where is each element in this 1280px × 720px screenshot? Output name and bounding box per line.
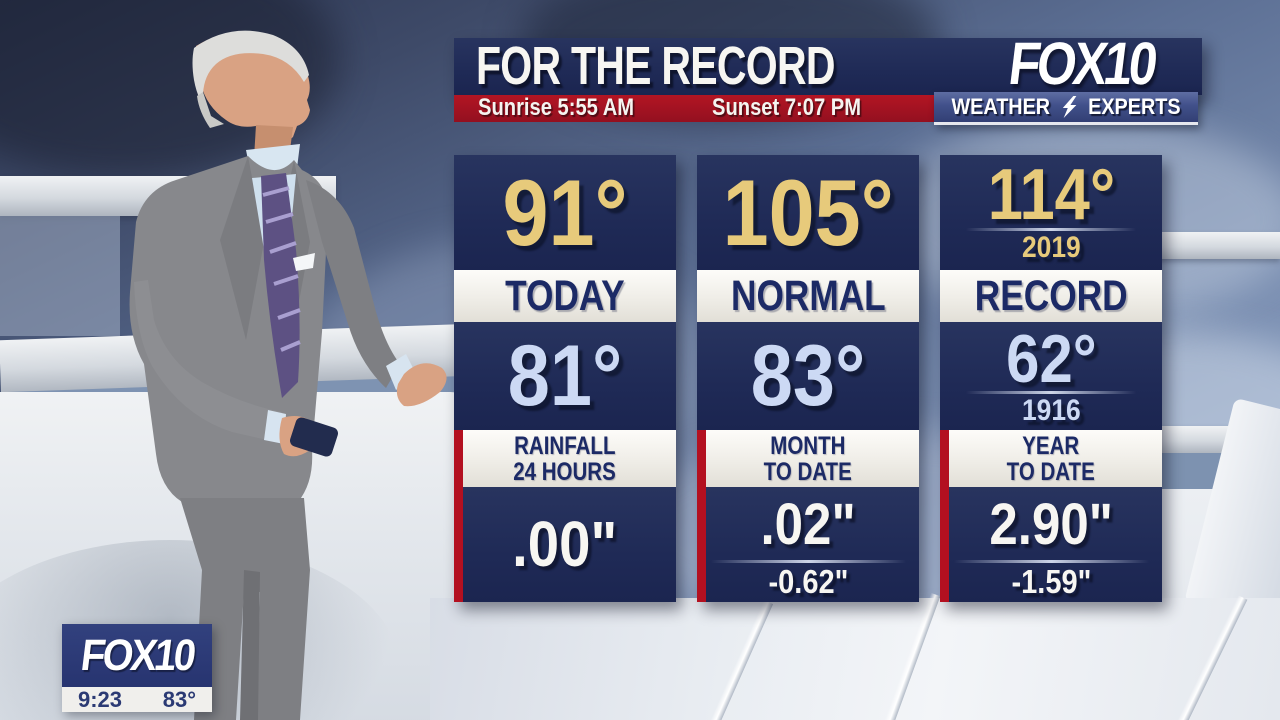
stat-label-line1: YEAR [1022,432,1080,460]
presenter-arm [306,180,400,388]
record-high-block: 114° 2019 [940,155,1162,270]
lightning-bolt-icon [1062,96,1077,118]
month-to-date-label-band: MONTH TO DATE [697,430,919,487]
bug-time: 9:23 [78,687,123,712]
fox10-logo: FOX10 [1005,30,1159,97]
red-accent-stripe [940,430,949,602]
stat-label-line2: 24 HOURS [513,458,617,486]
today-high-temp: 91° [502,160,628,265]
year-to-date-label-band: YEAR TO DATE [940,430,1162,487]
sunrise-time: Sunrise 5:55 AM [478,94,635,121]
rainfall-value: .00" [512,508,618,580]
divider-line [710,560,906,563]
sunset-time: Sunset 7:07 PM [712,94,862,121]
station-bug-logo-box: FOX10 [62,624,212,687]
today-label-band: TODAY [454,270,676,322]
presenter-hand [396,363,447,407]
stat-label-line2: TO DATE [1006,458,1096,486]
rainfall-value-block: .00" [454,487,676,602]
record-low-year: 1916 [1021,394,1081,427]
record-label: RECORD [974,272,1128,320]
presenter-hair [192,30,309,115]
year-to-date-departure: -1.59" [1011,563,1091,600]
studio-floor [430,598,1280,720]
bug-temperature: 83° [162,687,196,712]
badge-weather-label: WEATHER [951,94,1051,119]
presenter-cuff [386,354,416,390]
divider-line [953,560,1149,563]
year-to-date-value-block: 2.90" -1.59" [940,487,1162,602]
header-title-bar: FOR THE RECORD FOX10 [454,30,1202,97]
year-to-date-value: 2.90" [989,492,1113,557]
presenter-tie [261,173,300,398]
divider-line [966,228,1136,231]
today-low-temp: 81° [507,328,623,424]
weather-experts-badge: WEATHER EXPERTS [934,92,1198,125]
normal-high-temp: 105° [722,160,894,265]
normal-label: NORMAL [730,272,886,320]
studio-rail [1152,232,1280,259]
presenter-hair [196,31,310,150]
record-high-year: 2019 [1021,231,1081,264]
presenter-trousers [180,498,310,720]
presenter-lapel [220,156,264,340]
badge-experts-label: EXPERTS [1088,94,1181,119]
weather-column-normal: 105° NORMAL 83° MONTH TO DATE .02" -0.62… [697,155,919,602]
sun-times-bar: Sunrise 5:55 AM Sunset 7:07 PM [454,95,935,122]
stat-label-line1: MONTH [770,432,846,460]
weather-column-today: 91° TODAY 81° RAINFALL 24 HOURS .00" [454,155,676,602]
today-label: TODAY [505,272,625,320]
normal-high-block: 105° [697,155,919,270]
studio-glass-panel [0,216,120,336]
weather-presenter [129,30,447,720]
today-low-block: 81° [454,322,676,430]
fox10-bug-logo: FOX10 [78,630,197,680]
stat-label-line2: TO DATE [763,458,853,486]
month-to-date-value-block: .02" -0.62" [697,487,919,602]
normal-label-band: NORMAL [697,270,919,322]
record-label-band: RECORD [940,270,1162,322]
presenter-remote [290,417,338,457]
record-low-temp: 62° [1005,321,1097,397]
station-bug: FOX10 9:23 83° [62,624,212,712]
rainfall-label-band: RAINFALL 24 HOURS [454,430,676,487]
divider-line [966,391,1136,394]
presenter-pocket-square [293,253,315,271]
stat-label-line1: RAINFALL [514,432,616,460]
red-accent-stripe [454,430,463,602]
presenter-trousers-shade [240,570,260,720]
presenter-tie-stripe [262,186,301,352]
red-accent-stripe [697,430,706,602]
month-to-date-value: .02" [760,492,856,557]
today-high-block: 91° [454,155,676,270]
weather-column-record: 114° 2019 RECORD 62° 1916 YEAR TO DATE 2… [940,155,1162,602]
station-bug-info-strip: 9:23 83° [62,687,212,712]
record-low-block: 62° 1916 [940,322,1162,430]
month-to-date-departure: -0.62" [768,563,848,600]
record-high-temp: 114° [987,155,1115,235]
normal-low-temp: 83° [750,328,866,424]
page-title: FOR THE RECORD [476,36,835,96]
normal-low-block: 83° [697,322,919,430]
presenter-hair [197,92,224,128]
